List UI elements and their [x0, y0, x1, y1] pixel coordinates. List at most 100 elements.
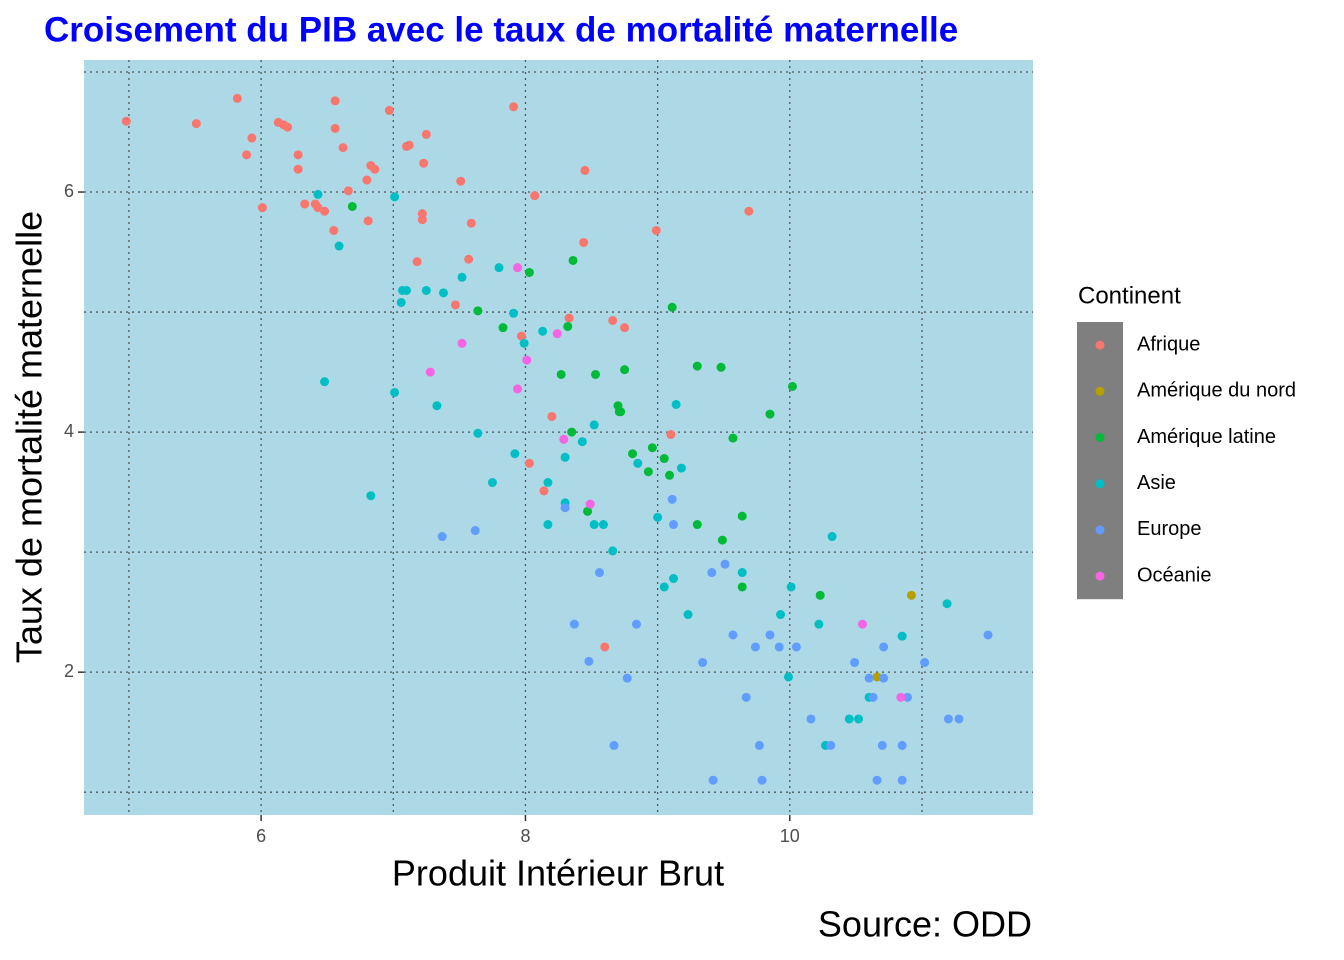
data-point — [737, 582, 747, 592]
data-point — [692, 361, 702, 371]
data-point — [647, 443, 657, 453]
data-point — [300, 199, 310, 209]
data-point — [676, 463, 686, 473]
data-point — [390, 387, 400, 397]
data-point — [594, 568, 604, 578]
legend-key-background — [1077, 322, 1123, 600]
data-point — [659, 582, 669, 592]
data-point — [509, 308, 519, 318]
data-point — [524, 458, 534, 468]
data-point — [707, 568, 717, 578]
data-point — [513, 263, 523, 273]
legend-label: Europe — [1137, 518, 1202, 540]
data-point — [338, 143, 348, 153]
data-point — [720, 559, 730, 569]
data-point — [668, 520, 678, 530]
data-point — [513, 384, 523, 394]
data-point — [363, 216, 373, 226]
data-point — [920, 658, 930, 668]
data-point — [293, 150, 303, 160]
data-point — [857, 619, 867, 629]
y-tick-label: 4 — [64, 421, 74, 441]
data-point — [464, 254, 474, 264]
data-point — [510, 449, 520, 459]
data-point — [668, 574, 678, 584]
data-point — [896, 692, 906, 702]
data-point — [737, 568, 747, 578]
data-point — [456, 176, 466, 186]
data-point — [620, 365, 630, 375]
data-point — [667, 302, 677, 312]
data-point — [717, 535, 727, 545]
data-point — [425, 367, 435, 377]
data-point — [543, 520, 553, 530]
data-point — [366, 491, 376, 501]
data-point — [897, 631, 907, 641]
data-point — [569, 619, 579, 629]
y-tick-label: 6 — [64, 181, 74, 201]
data-point — [791, 642, 801, 652]
data-point — [417, 215, 427, 225]
x-tick-label: 10 — [780, 826, 800, 846]
data-point — [247, 133, 257, 143]
data-point — [556, 369, 566, 379]
plot-background — [84, 60, 1033, 815]
data-point — [897, 775, 907, 785]
data-point — [651, 225, 661, 235]
data-point — [232, 93, 242, 103]
legend-label: Amérique latine — [1137, 426, 1276, 448]
data-point — [716, 362, 726, 372]
data-point — [421, 285, 431, 295]
data-point — [628, 449, 638, 459]
data-point — [633, 458, 643, 468]
data-point — [522, 355, 532, 365]
legend-marker — [1095, 479, 1105, 489]
data-point — [754, 740, 764, 750]
data-point — [653, 512, 663, 522]
data-point — [457, 272, 467, 282]
data-point — [954, 714, 964, 724]
data-point — [494, 263, 504, 273]
data-point — [568, 255, 578, 265]
data-point — [552, 329, 562, 339]
data-point — [757, 775, 767, 785]
data-point — [404, 140, 414, 150]
data-point — [906, 590, 916, 600]
x-axis-title: Produit Intérieur Brut — [392, 853, 724, 894]
data-point — [659, 454, 669, 464]
data-point — [564, 313, 574, 323]
data-point — [783, 672, 793, 682]
legend-marker — [1095, 386, 1105, 396]
data-point — [560, 503, 570, 513]
legend-marker — [1095, 571, 1105, 581]
data-point — [419, 158, 429, 168]
data-point — [879, 673, 889, 683]
data-point — [616, 407, 626, 417]
data-point — [498, 323, 508, 333]
data-point — [737, 511, 747, 521]
data-point — [728, 433, 738, 443]
data-point — [470, 526, 480, 536]
data-point — [412, 257, 422, 267]
data-point — [868, 692, 878, 702]
data-point — [538, 326, 548, 336]
data-point — [530, 191, 540, 201]
data-point — [396, 297, 406, 307]
data-point — [728, 630, 738, 640]
y-tick-label: 2 — [64, 661, 74, 681]
data-point — [313, 203, 323, 213]
data-point — [591, 369, 601, 379]
data-point — [466, 218, 476, 228]
data-point — [879, 642, 889, 652]
data-point — [864, 673, 874, 683]
data-point — [787, 381, 797, 391]
legend-label: Amérique du nord — [1137, 380, 1296, 402]
caption: Source: ODD — [818, 904, 1032, 945]
data-point — [334, 241, 344, 251]
data-point — [814, 619, 824, 629]
data-point — [786, 582, 796, 592]
data-point — [457, 338, 467, 348]
data-point — [390, 192, 400, 202]
chart-title: Croisement du PIB avec le taux de mortal… — [44, 10, 958, 49]
data-point — [850, 658, 860, 668]
